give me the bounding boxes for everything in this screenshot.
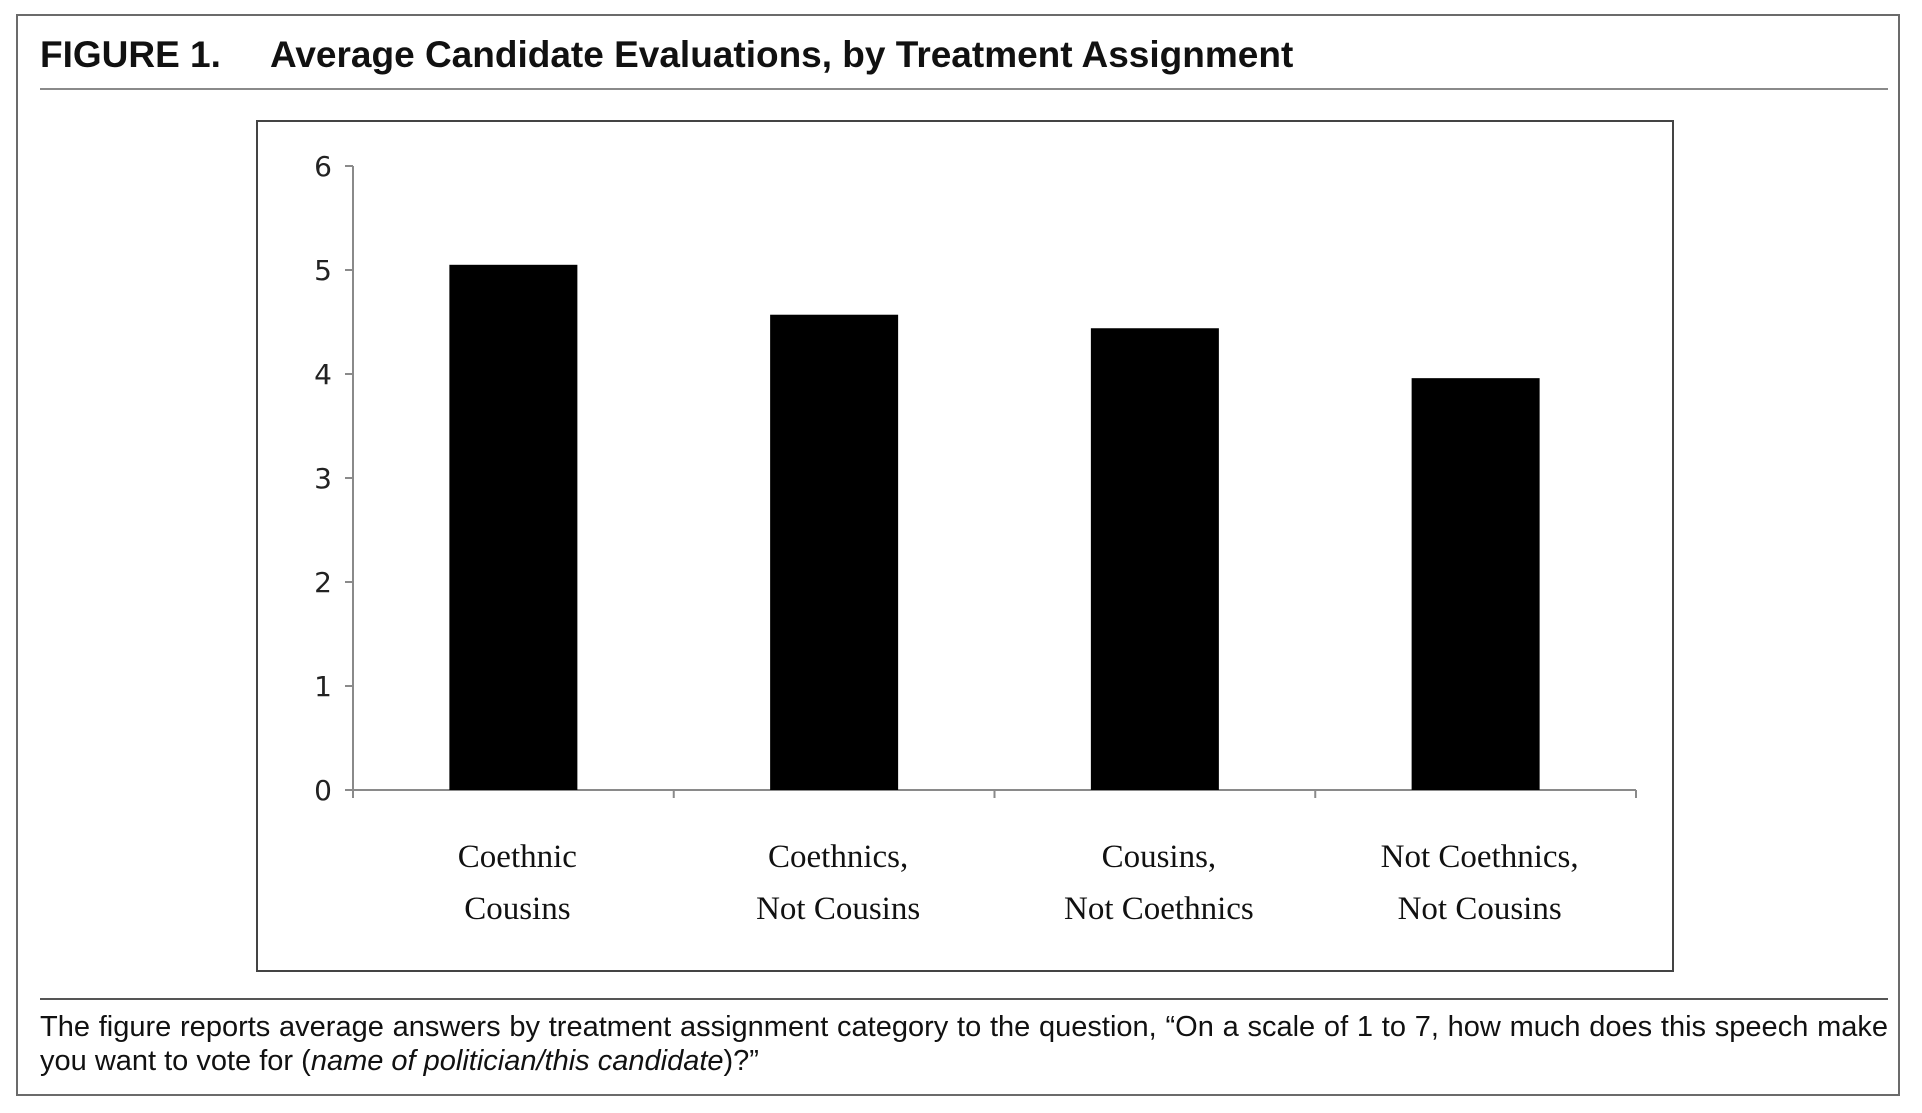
caption-end: )?” <box>723 1045 759 1077</box>
y-tick-label: 2 <box>314 566 332 599</box>
y-tick-label: 1 <box>314 670 332 703</box>
bar <box>1090 328 1219 790</box>
figure-title-text: Average Candidate Evaluations, by Treatm… <box>270 34 1294 75</box>
y-tick-label: 3 <box>314 462 332 495</box>
category-label: Coethnics, <box>768 839 908 875</box>
bar <box>449 264 578 790</box>
category-label: Not Coethnics, <box>1381 839 1579 875</box>
category-label: Not Cousins <box>1398 891 1562 927</box>
y-tick-label: 6 <box>314 150 332 183</box>
category-label: Coethnic <box>458 839 577 875</box>
category-label: Not Coethnics <box>1064 891 1254 927</box>
bar <box>1411 378 1540 790</box>
figure-caption: The figure reports average answers by tr… <box>40 1010 1888 1078</box>
category-label: Not Cousins <box>756 891 920 927</box>
figure-title: FIGURE 1. Average Candidate Evaluations, … <box>40 30 1880 80</box>
category-label: Cousins, <box>1102 839 1217 875</box>
bar <box>770 314 899 790</box>
caption-italic: name of politician/this candidate <box>310 1045 724 1077</box>
y-tick-label: 4 <box>314 358 332 391</box>
figure-number: FIGURE 1. <box>40 34 221 75</box>
title-rule <box>40 88 1888 90</box>
caption-text: The figure reports average answers by tr… <box>40 1011 1888 1077</box>
y-tick-label: 0 <box>314 774 332 807</box>
caption-rule <box>40 998 1888 1000</box>
y-tick-label: 5 <box>314 254 332 287</box>
category-label: Cousins <box>464 891 570 927</box>
